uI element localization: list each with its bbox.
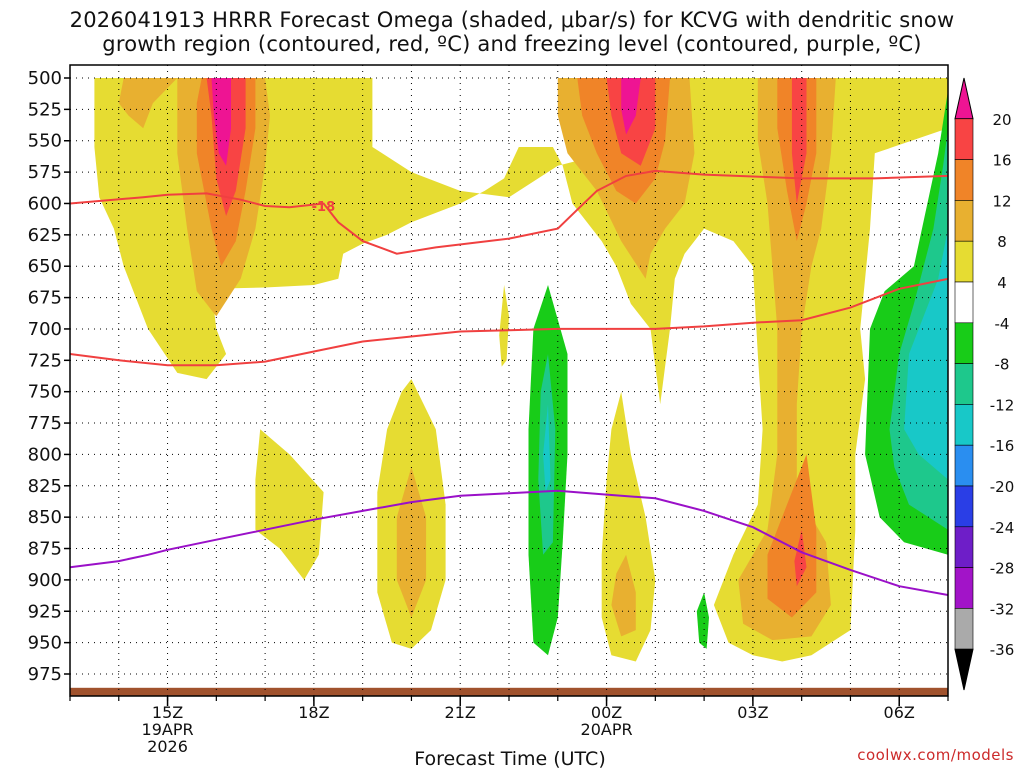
contour-label-minus18: -18 (312, 200, 336, 215)
colorbar-label-9: -20 (990, 478, 1015, 496)
y-axis: 500 525 550 575 600 625 650 675 700 725 750 775 800 8… (28, 68, 70, 685)
omega-region--12 (904, 228, 948, 480)
omega-region-20 (211, 78, 231, 166)
y-tick-label-875: 875 (28, 539, 62, 560)
colorbar-swatch-10 (954, 485, 974, 528)
omega-region-4 (255, 429, 324, 580)
y-tick-label-850: 850 (28, 507, 62, 528)
omega-shading (94, 78, 948, 662)
colorbar-label-6: -8 (995, 356, 1010, 374)
colorbar-label-0: 20 (992, 111, 1011, 129)
x-tick-label-27-0: 03Z (737, 703, 768, 722)
omega-region--12 (543, 404, 551, 493)
x-tick-label-30-0: 06Z (884, 703, 915, 722)
freezing-level-contour (70, 489, 948, 596)
colorbar-swatch-6 (954, 322, 974, 364)
dgz-contour-minus12 (70, 277, 948, 367)
y-tick-label-825: 825 (28, 476, 62, 497)
colorbar-swatch-9 (954, 444, 974, 487)
colorbar-swatch-top (954, 77, 974, 120)
credit-text: coolwx.com/models (857, 746, 1014, 764)
y-tick-label-725: 725 (28, 350, 62, 371)
x-tick-label-24-0: 00Z (591, 703, 622, 722)
omega-region-4 (499, 285, 509, 367)
chart-title-line-2: growth region (contoured, red, ºC) and f… (102, 32, 922, 56)
y-tick-label-775: 775 (28, 413, 62, 434)
colorbar-label-1: 16 (992, 152, 1011, 170)
colorbar-label-12: -32 (990, 600, 1015, 618)
colorbar-swatch-11 (954, 526, 974, 568)
y-tick-label-525: 525 (28, 99, 62, 120)
colorbar-swatch-7 (954, 363, 974, 405)
colorbar-label-7: -12 (990, 396, 1015, 414)
ground-band (70, 687, 948, 696)
x-tick-label-15-0: 15Z (152, 703, 183, 722)
colorbar-label-3: 8 (997, 233, 1007, 251)
colorbar-label-4: 4 (997, 274, 1007, 292)
colorbar-swatch-bottom (954, 648, 974, 691)
y-tick-label-500: 500 (28, 68, 62, 89)
omega-region-12 (767, 454, 817, 618)
y-tick-label-975: 975 (28, 664, 62, 685)
y-tick-label-750: 750 (28, 382, 62, 403)
x-tick-label-21-0: 21Z (445, 703, 476, 722)
colorbar-swatch-3 (954, 200, 974, 242)
y-tick-label-600: 600 (28, 193, 62, 214)
colorbar-swatch-2 (954, 159, 974, 201)
colorbar-label-11: -28 (990, 560, 1015, 578)
x-tick-label-18-0: 18Z (298, 703, 329, 722)
y-tick-label-575: 575 (28, 162, 62, 183)
colorbar: 20 16 12 8 4 -4 -8 -12 -16 -20 -24 -28 -32 -36 (954, 77, 1015, 691)
x-tick-label-24-1: 20APR (581, 720, 633, 739)
x-tick-label-15-1: 19APR (142, 720, 194, 739)
omega-region--4 (696, 592, 709, 649)
y-tick-label-900: 900 (28, 570, 62, 591)
omega-region-4 (94, 78, 948, 662)
omega-region-8 (611, 554, 636, 637)
colorbar-label-10: -24 (990, 519, 1015, 537)
colorbar-label-13: -36 (990, 641, 1015, 659)
y-tick-label-800: 800 (28, 444, 62, 465)
omega-region-16 (794, 529, 807, 587)
y-tick-label-925: 925 (28, 601, 62, 622)
colorbar-swatch-5 (954, 281, 974, 324)
grid-lines (69, 65, 949, 696)
colorbar-swatch-8 (954, 404, 974, 446)
y-tick-label-675: 675 (28, 288, 62, 309)
dgz-contour-minus18 (70, 169, 948, 255)
y-tick-label-950: 950 (28, 633, 62, 654)
omega-region-8 (738, 78, 836, 641)
contour-lines: -18 (70, 169, 948, 596)
y-tick-label-550: 550 (28, 131, 62, 152)
y-tick-label-700: 700 (28, 319, 62, 340)
x-tick-label-15-2: 2026 (147, 737, 188, 756)
ground-layer (70, 687, 948, 696)
chart-title-line-1: 2026041913 HRRR Forecast Omega (shaded, … (69, 8, 955, 32)
x-axis-title: Forecast Time (UTC) (414, 748, 605, 768)
y-tick-label-625: 625 (28, 225, 62, 246)
colorbar-swatch-13 (954, 608, 974, 650)
omega-region-20 (621, 78, 641, 135)
omega-region-8 (118, 78, 178, 129)
colorbar-label-8: -16 (990, 437, 1015, 455)
colorbar-swatch-1 (954, 118, 974, 160)
colorbar-swatch-12 (954, 567, 974, 609)
colorbar-label-5: -4 (995, 315, 1010, 333)
colorbar-label-2: 12 (992, 192, 1011, 210)
y-tick-label-650: 650 (28, 256, 62, 277)
colorbar-swatch-4 (954, 240, 974, 283)
